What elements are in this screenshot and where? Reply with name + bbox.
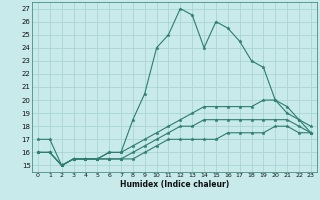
X-axis label: Humidex (Indice chaleur): Humidex (Indice chaleur) [120, 180, 229, 189]
